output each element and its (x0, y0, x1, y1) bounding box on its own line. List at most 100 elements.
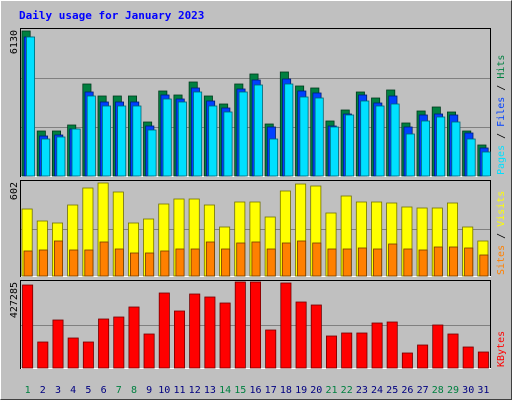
bar-sites-day-19 (297, 240, 307, 277)
bar-kbytes-day-31 (477, 351, 489, 369)
y-max-label: 427285 (9, 282, 20, 318)
bar-pages-day-15 (238, 91, 248, 177)
bar-sites-day-20 (312, 242, 322, 277)
x-label-day-11: 11 (173, 385, 185, 396)
bar-kbytes-day-20 (310, 304, 322, 369)
bar-pages-day-14 (223, 111, 233, 177)
legend-separator: / (496, 227, 507, 245)
x-label-day-16: 16 (249, 385, 261, 396)
legend-kbytes: KBytes (496, 331, 507, 367)
bar-sites-day-13 (205, 241, 215, 277)
bar-pages-day-7 (117, 105, 127, 177)
y-max-label: 602 (9, 182, 20, 200)
bar-pages-day-1 (25, 36, 35, 177)
bar-sites-day-14 (221, 248, 231, 277)
legend-entry-visits: Visits (496, 191, 507, 227)
bar-sites-day-22 (342, 248, 352, 277)
bar-sites-day-18 (281, 242, 291, 277)
bar-kbytes-day-1 (22, 284, 34, 369)
x-label-day-4: 4 (70, 385, 76, 396)
x-label-day-10: 10 (158, 385, 170, 396)
bar-sites-day-12 (190, 248, 200, 277)
bar-kbytes-day-17 (265, 329, 277, 369)
y-max-label: 6130 (9, 30, 20, 54)
x-axis-labels: 1 2 3 4 5 6 7 8 9 10 11 12 13 14 15 16 17 18 19 20 21 22 23 24 2… (25, 385, 490, 396)
bar-pages-day-19 (299, 96, 309, 177)
bar-pages-day-17 (269, 138, 279, 177)
x-label-day-6: 6 (101, 385, 107, 396)
bar-pages-day-8 (132, 105, 142, 177)
bar-kbytes-day-4 (67, 337, 79, 369)
bar-sites-day-8 (129, 252, 139, 277)
bar-pages-day-23 (360, 100, 370, 177)
bar-kbytes-day-26 (401, 352, 413, 369)
x-label-day-29: 29 (447, 385, 459, 396)
bar-kbytes-day-11 (173, 310, 185, 369)
bar-pages-day-21 (329, 126, 339, 177)
bar-sites-day-29 (448, 246, 458, 277)
x-label-day-12: 12 (189, 385, 201, 396)
bar-kbytes-day-9 (143, 333, 155, 369)
bar-kbytes-day-8 (128, 306, 140, 369)
bar-pages-day-24 (375, 105, 385, 177)
bar-kbytes-day-13 (204, 296, 216, 369)
x-label-day-9: 9 (146, 385, 152, 396)
legend-text: KBytes (496, 331, 507, 367)
bar-kbytes-day-18 (280, 282, 292, 369)
bar-sites-day-30 (464, 247, 474, 277)
bar-pages-day-28 (436, 116, 446, 177)
bar-kbytes-day-27 (417, 344, 429, 369)
x-label-day-28: 28 (432, 385, 444, 396)
x-label-day-17: 17 (265, 385, 277, 396)
bar-pages-day-22 (345, 114, 355, 177)
legend-visits-sites: Sites / Visits (496, 191, 507, 275)
bar-pages-day-9 (147, 129, 157, 177)
panel-kbytes: 427285 KBytes (9, 280, 507, 369)
x-label-day-27: 27 (417, 385, 429, 396)
legend-text: Pages / Files / Hits (496, 55, 507, 175)
bar-pages-day-6 (102, 105, 112, 177)
bar-sites-day-7 (114, 248, 124, 277)
bar-pages-day-30 (466, 138, 476, 177)
legend-entry-kbytes: KBytes (496, 331, 507, 367)
bar-sites-day-15 (236, 242, 246, 277)
x-label-day-2: 2 (40, 385, 46, 396)
bar-kbytes-day-3 (52, 319, 64, 369)
x-label-day-21: 21 (325, 385, 337, 396)
x-label-day-23: 23 (356, 385, 368, 396)
bar-sites-day-31 (479, 254, 489, 277)
bar-pages-day-2 (41, 138, 51, 177)
x-label-day-1: 1 (25, 385, 31, 396)
x-label-day-22: 22 (341, 385, 353, 396)
x-label-day-3: 3 (55, 385, 61, 396)
bar-kbytes-day-29 (447, 333, 459, 369)
x-label-day-14: 14 (219, 385, 231, 396)
bar-kbytes-day-30 (462, 346, 474, 369)
bar-pages-day-16 (253, 84, 263, 177)
bar-kbytes-day-28 (432, 324, 444, 369)
bar-kbytes-day-24 (371, 322, 383, 369)
bar-pages-day-27 (420, 120, 430, 177)
bar-kbytes-day-21 (325, 335, 337, 369)
chart-panels: 6130 Pages / Files / Hits 602 Sites / Visit… (9, 28, 507, 369)
bar-kbytes-day-22 (341, 332, 353, 369)
bar-kbytes-day-5 (82, 341, 94, 369)
x-label-day-8: 8 (131, 385, 137, 396)
bar-sites-day-10 (160, 250, 170, 277)
bar-pages-day-4 (71, 128, 81, 177)
x-label-day-20: 20 (310, 385, 322, 396)
bar-kbytes-day-25 (386, 321, 398, 369)
x-label-day-13: 13 (204, 385, 216, 396)
bar-pages-day-20 (314, 97, 324, 177)
bar-kbytes-day-23 (356, 332, 368, 369)
x-label-day-18: 18 (280, 385, 292, 396)
bar-pages-day-26 (405, 133, 415, 177)
x-label-day-5: 5 (85, 385, 91, 396)
x-label-day-31: 31 (477, 385, 489, 396)
bar-sites-day-25 (388, 243, 398, 277)
bar-kbytes-day-7 (113, 316, 125, 369)
bar-pages-day-31 (481, 151, 491, 177)
x-label-day-7: 7 (116, 385, 122, 396)
